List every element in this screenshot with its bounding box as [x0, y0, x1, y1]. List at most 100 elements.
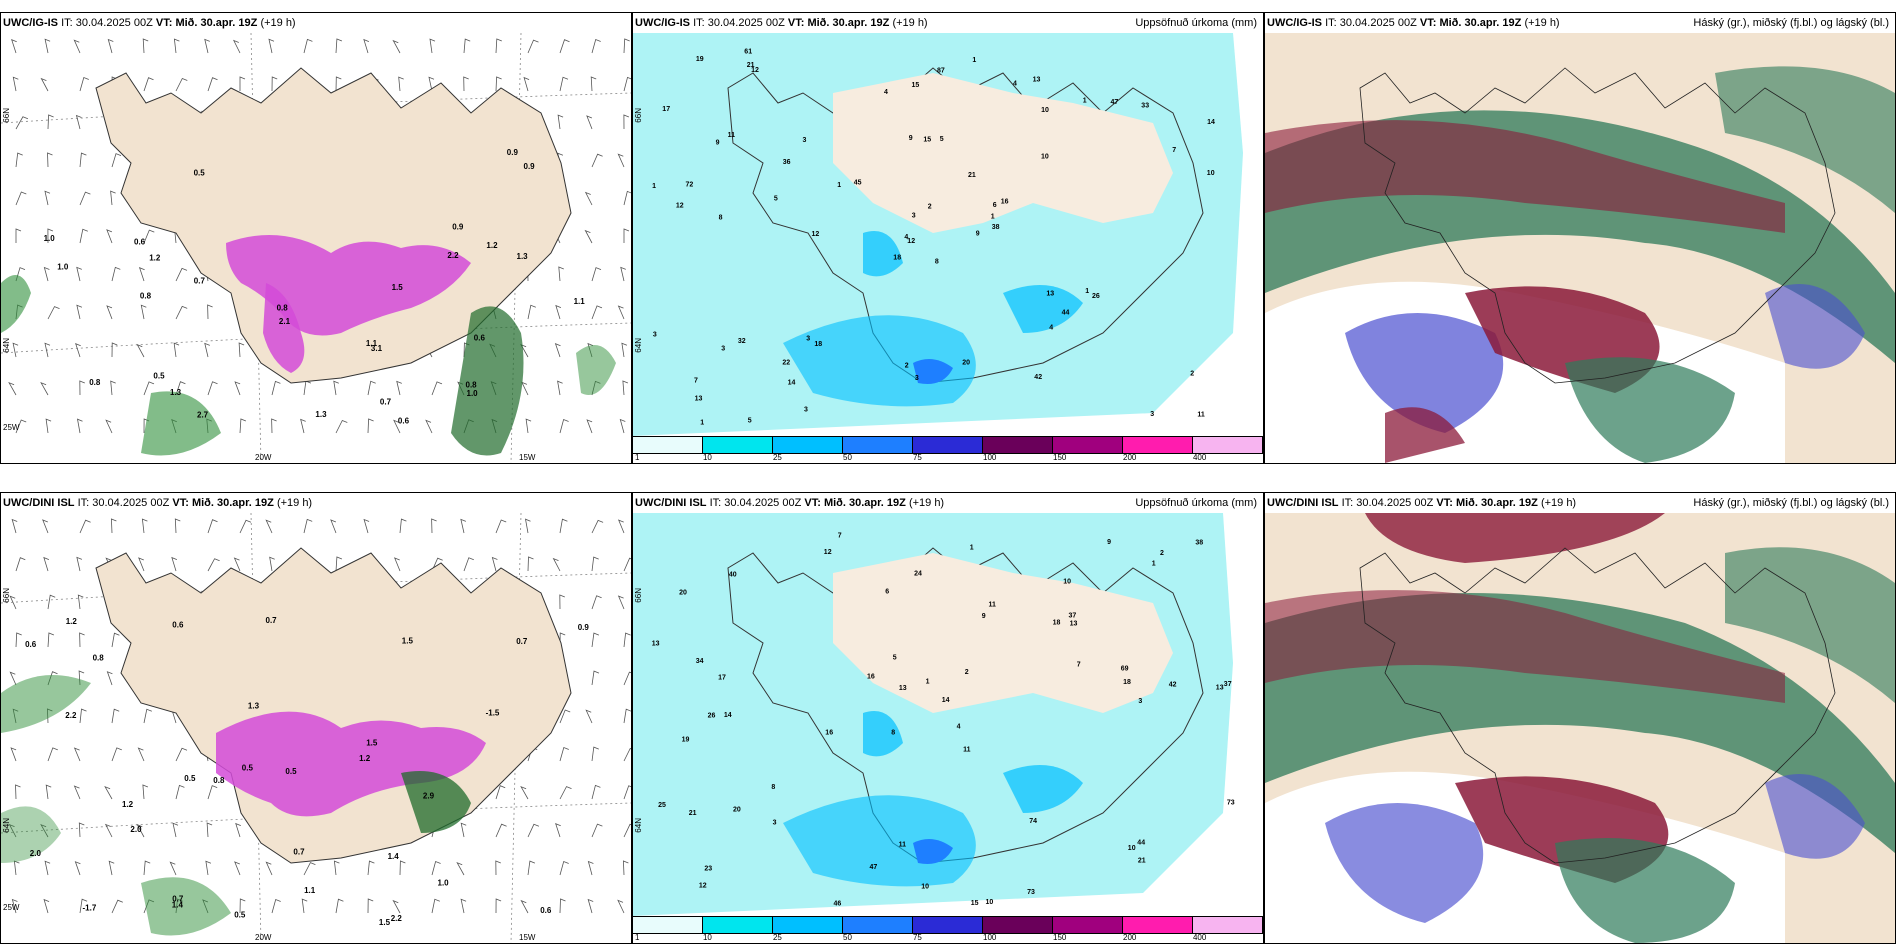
- wind-barb: [431, 860, 441, 876]
- wind-barb: [15, 557, 26, 572]
- wind-barb: [105, 419, 113, 434]
- wind-barb: [15, 632, 22, 648]
- map-value-label: 2.0: [30, 849, 42, 858]
- lat-66-label: 66N: [634, 108, 643, 123]
- wind-snow-map[interactable]: 0.5 1.5 0.7 1.0 0.6 0.8 0.5 0.6 0.7 1.3 0.7 1.1 0.5 0…: [1, 513, 631, 943]
- wind-barb: [591, 746, 599, 762]
- map-value-label: 36: [783, 159, 791, 166]
- precip-map[interactable]: 8 9 12 7 6 18 13 5 10 9 12 11 8 14 18 10 5 9 21 32 45 13 14 15 1…: [633, 33, 1263, 436]
- wind-barb: [463, 76, 469, 92]
- wind-barb: [586, 419, 593, 434]
- legend-swatch: [1053, 437, 1123, 453]
- wind-barb: [527, 556, 534, 572]
- panel-field-title: Háský (gr.), miðský (fj.bl.) og lágský (…: [1693, 17, 1889, 29]
- map-value-label: 19: [682, 737, 690, 744]
- wind-barb: [79, 632, 85, 648]
- forecast-offset: (+19 h): [260, 17, 296, 29]
- wind-barb: [623, 38, 630, 54]
- wind-barb: [398, 76, 404, 92]
- map-value-label: 0.7: [516, 637, 528, 646]
- wind-barb: [143, 77, 154, 92]
- map-value-label: 44: [1137, 840, 1145, 847]
- map-value-label: 2.2: [447, 251, 459, 260]
- wind-barb: [205, 860, 212, 876]
- map-value-label: 0.6: [134, 238, 146, 247]
- wind-barb: [47, 228, 54, 244]
- lon-20-label: 20W: [255, 933, 272, 942]
- map-value-label: 11: [1197, 412, 1205, 419]
- wind-barb: [591, 556, 599, 572]
- wind-barb: [136, 343, 145, 358]
- legend-label: 100: [983, 933, 997, 942]
- map-value-label: 3: [806, 336, 810, 343]
- vt-value: Mið. 30.apr. 19Z: [807, 17, 890, 29]
- wind-barb: [527, 304, 536, 320]
- wind-barb: [367, 898, 374, 914]
- map-value-label: 0.8: [466, 380, 478, 389]
- wind-snow-map[interactable]: 0.6 0.5 0.5 0.6 1.2 0.7 1.1 0.7 2.1 1.3 0.8 1.0 0.8 1…: [1, 33, 631, 463]
- wind-barb: [591, 519, 604, 534]
- wind-barb: [431, 381, 443, 396]
- wind-barb: [621, 342, 628, 358]
- wind-barb: [79, 228, 88, 244]
- wind-barb: [622, 380, 629, 396]
- wind-barb: [491, 556, 498, 572]
- map-value-label: 2: [965, 669, 969, 676]
- wind-barb: [44, 342, 51, 358]
- map-value-label: 3: [804, 407, 808, 414]
- wind-barb: [460, 898, 467, 914]
- clouds-map[interactable]: [1265, 513, 1895, 943]
- wind-barb: [623, 190, 631, 206]
- wind-barb: [591, 595, 602, 610]
- wind-barb: [495, 38, 502, 54]
- wind-barb: [234, 861, 241, 876]
- panel-header: UWC/IG-IS IT: 30.04.2025 00Z VT: Mið. 30…: [1, 13, 631, 33]
- clouds-map[interactable]: [1265, 33, 1895, 463]
- wind-barb: [143, 229, 155, 244]
- wind-barb: [40, 824, 49, 838]
- wind-barb: [238, 342, 245, 358]
- map-value-label: 11: [899, 842, 907, 849]
- wind-barb: [591, 305, 603, 320]
- map-value-label: 9: [716, 140, 720, 147]
- map-value-label: 1: [970, 544, 974, 551]
- wind-barb: [40, 77, 49, 92]
- wind-barb: [271, 76, 278, 92]
- map-value-label: 12: [699, 883, 707, 890]
- map-value-label: 0.6: [172, 621, 184, 630]
- precip-map[interactable]: 7 10 13 8 11 14 20 18 19 9 14 12 12 16 15 10 11 9 7 8 17 26 37…: [633, 513, 1263, 916]
- wind-barb: [44, 860, 51, 876]
- wind-barb: [45, 784, 52, 800]
- wind-barb: [265, 519, 273, 534]
- wind-barb: [75, 114, 82, 130]
- precip-svg: 8912761813510912118141810592132451314151…: [633, 33, 1263, 436]
- wind-barb: [559, 860, 569, 876]
- vt-value: Mið. 30.apr. 19Z: [191, 497, 274, 509]
- wind-barb: [207, 785, 218, 800]
- wind-barb: [11, 898, 18, 914]
- wind-barb: [335, 38, 343, 54]
- map-value-label: 12: [824, 549, 832, 556]
- wind-barb: [73, 785, 81, 800]
- wind-barb: [363, 38, 370, 54]
- map-value-label: 7: [1077, 662, 1081, 669]
- wind-barb: [239, 898, 246, 914]
- map-value-label: 1.0: [57, 262, 69, 271]
- map-value-label: 17: [718, 674, 726, 681]
- wind-barb: [207, 558, 220, 572]
- panel-field-title: Háský (gr.), miðský (fj.bl.) og lágský (…: [1693, 497, 1889, 509]
- wind-barb: [617, 595, 625, 610]
- legend-swatch: [843, 437, 913, 453]
- wind-barb: [495, 785, 506, 800]
- wind-barb: [42, 519, 49, 534]
- wind-barb: [13, 860, 20, 876]
- map-value-label: 34: [696, 658, 704, 665]
- map-value-label: 2.1: [279, 317, 291, 326]
- panel-header: UWC/DINI ISL IT: 30.04.2025 00Z VT: Mið.…: [1265, 493, 1895, 513]
- forecast-offset: (+19 h): [892, 17, 928, 29]
- map-value-label: 12: [676, 203, 684, 210]
- wind-barb: [111, 266, 121, 282]
- wind-barb: [559, 518, 568, 534]
- map-value-label: 0.8: [140, 292, 152, 301]
- model-name: UWC/IG-IS: [635, 17, 690, 29]
